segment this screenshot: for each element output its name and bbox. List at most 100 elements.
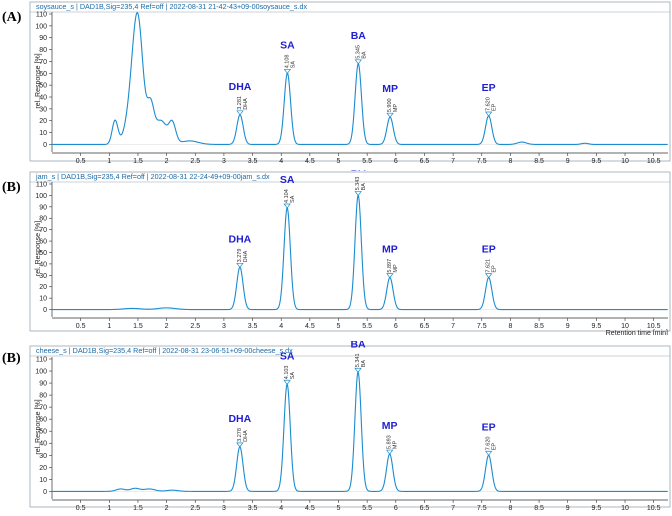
x-tick-label: 10.5 — [647, 158, 661, 165]
x-tick-label: 5 — [337, 323, 341, 330]
x-tick-label: 2.5 — [190, 323, 200, 330]
y-tick-label: 90 — [39, 381, 47, 388]
x-tick-label: 8 — [508, 323, 512, 330]
peak-rt-label: 4.103 — [284, 366, 290, 380]
x-tick-label: 8 — [508, 158, 512, 165]
peak-compound-label: EP — [482, 82, 496, 94]
y-tick-label: 50 — [39, 83, 47, 90]
peak-marker — [484, 450, 493, 456]
panel-label: (B) — [2, 180, 21, 195]
x-tick-label: 6.5 — [420, 323, 430, 330]
x-tick-label: 1.5 — [133, 505, 143, 511]
peak-marker — [283, 379, 291, 385]
peak-compound-label: EP — [482, 244, 496, 256]
y-tick-label: 70 — [39, 405, 47, 412]
peak-marker — [283, 203, 291, 209]
y-tick-label: 10 — [39, 296, 47, 303]
x-tick-label: 3 — [222, 323, 226, 330]
x-tick-label: 4 — [279, 505, 283, 511]
peak-marker — [354, 191, 362, 196]
peak-marker — [236, 110, 244, 116]
y-tick-label: 50 — [39, 429, 47, 436]
x-tick-label: 5.5 — [362, 505, 372, 511]
y-tick-label: 70 — [39, 227, 47, 234]
x-tick-label: 9 — [566, 158, 570, 165]
x-tick-label: 8.5 — [534, 505, 544, 511]
x-tick-label: 4 — [279, 158, 283, 165]
x-tick-label: 6.5 — [420, 505, 430, 511]
y-tick-label: 30 — [39, 453, 47, 460]
x-tick-label: 6 — [394, 323, 398, 330]
chromatogram-trace — [52, 371, 668, 492]
x-tick-label: 5.5 — [362, 158, 372, 165]
peak-compound-small-label: DHA — [243, 430, 249, 442]
y-tick-label: 50 — [39, 250, 47, 257]
peak-rt-label: 5.345 — [355, 45, 361, 59]
x-tick-label: 9 — [566, 505, 570, 511]
peak-compound-small-label: SA — [290, 195, 296, 203]
peak-marker — [386, 273, 394, 279]
peak-compound-small-label: MP — [393, 440, 399, 449]
x-tick-label: 1 — [107, 158, 111, 165]
x-tick-label: 4.5 — [305, 158, 315, 165]
x-tick-label: 2 — [165, 158, 169, 165]
x-tick-label: 4 — [279, 323, 283, 330]
y-tick-label: 40 — [39, 95, 47, 102]
y-tick-label: 40 — [39, 441, 47, 448]
x-tick-label: 3.5 — [248, 505, 258, 511]
peak-marker — [236, 442, 244, 448]
y-tick-label: 60 — [39, 417, 47, 424]
x-tick-label: 10 — [621, 323, 629, 330]
peak-rt-label: 3.281 — [237, 96, 243, 110]
x-tick-label: 6 — [394, 505, 398, 511]
y-tick-label: 20 — [39, 118, 47, 125]
peak-compound-small-label: EP — [492, 265, 498, 273]
plot-frame — [29, 1, 671, 162]
y-tick-label: 0 — [43, 307, 47, 314]
peak-marker — [385, 449, 394, 455]
chromatogram-trace — [52, 12, 668, 145]
x-tick-label: 1.5 — [133, 323, 143, 330]
x-tick-label: 2 — [165, 505, 169, 511]
y-tick-label: 10 — [39, 477, 47, 484]
x-tick-label: 4.5 — [305, 505, 315, 511]
y-tick-label: 20 — [39, 284, 47, 291]
y-tick-label: 40 — [39, 261, 47, 268]
peak-compound-small-label: DHA — [243, 98, 249, 110]
chromatogram-panel-cheese: (B) cheese_s | DAD1B,Sig=235,4 Ref=off |… — [0, 338, 672, 516]
peak-compound-label: SA — [280, 350, 295, 362]
x-tick-label: 1 — [107, 323, 111, 330]
chromatogram-header: cheese_s | DAD1B,Sig=235,4 Ref=off | 202… — [36, 346, 293, 355]
y-tick-label: 110 — [36, 357, 47, 364]
peak-rt-label: 3.279 — [237, 249, 243, 263]
peak-marker — [386, 112, 394, 118]
y-tick-label: 30 — [39, 273, 47, 280]
y-axis-label: rel. Response [%] — [35, 399, 42, 454]
x-tick-label: 10 — [621, 158, 629, 165]
chromatogram-header: soysauce_s | DAD1B,Sig=235,4 Ref=off | 2… — [36, 2, 308, 11]
x-tick-label: 3.5 — [248, 323, 258, 330]
panel-label: (B) — [2, 351, 21, 366]
peak-rt-label: 7.621 — [486, 259, 492, 273]
peak-compound-label: MP — [382, 420, 398, 432]
x-tick-label: 0.5 — [76, 158, 86, 165]
x-tick-label: 2.5 — [190, 158, 200, 165]
peak-rt-label: 5.897 — [387, 259, 393, 273]
y-tick-label: 90 — [39, 204, 47, 211]
peak-compound-small-label: MP — [393, 264, 399, 273]
x-tick-label: 9.5 — [592, 323, 602, 330]
y-tick-label: 80 — [39, 47, 47, 54]
chromatogram-plot: jam_s | DAD1B,Sig=235,4 Ref=off | 2022-0… — [29, 161, 671, 337]
x-axis-label: Retention time [min] — [606, 330, 668, 335]
peak-compound-small-label: DHA — [243, 250, 249, 262]
x-tick-label: 7 — [451, 323, 455, 330]
peak-rt-label: 4.104 — [284, 189, 290, 203]
x-tick-label: 9.5 — [592, 158, 602, 165]
peak-compound-label: EP — [482, 421, 496, 433]
y-tick-label: 100 — [35, 193, 47, 200]
x-tick-label: 2 — [165, 323, 169, 330]
peak-compound-label: MP — [382, 244, 398, 256]
x-tick-label: 7 — [451, 505, 455, 511]
peak-marker — [354, 59, 362, 65]
peak-rt-label: 5.893 — [387, 435, 393, 449]
